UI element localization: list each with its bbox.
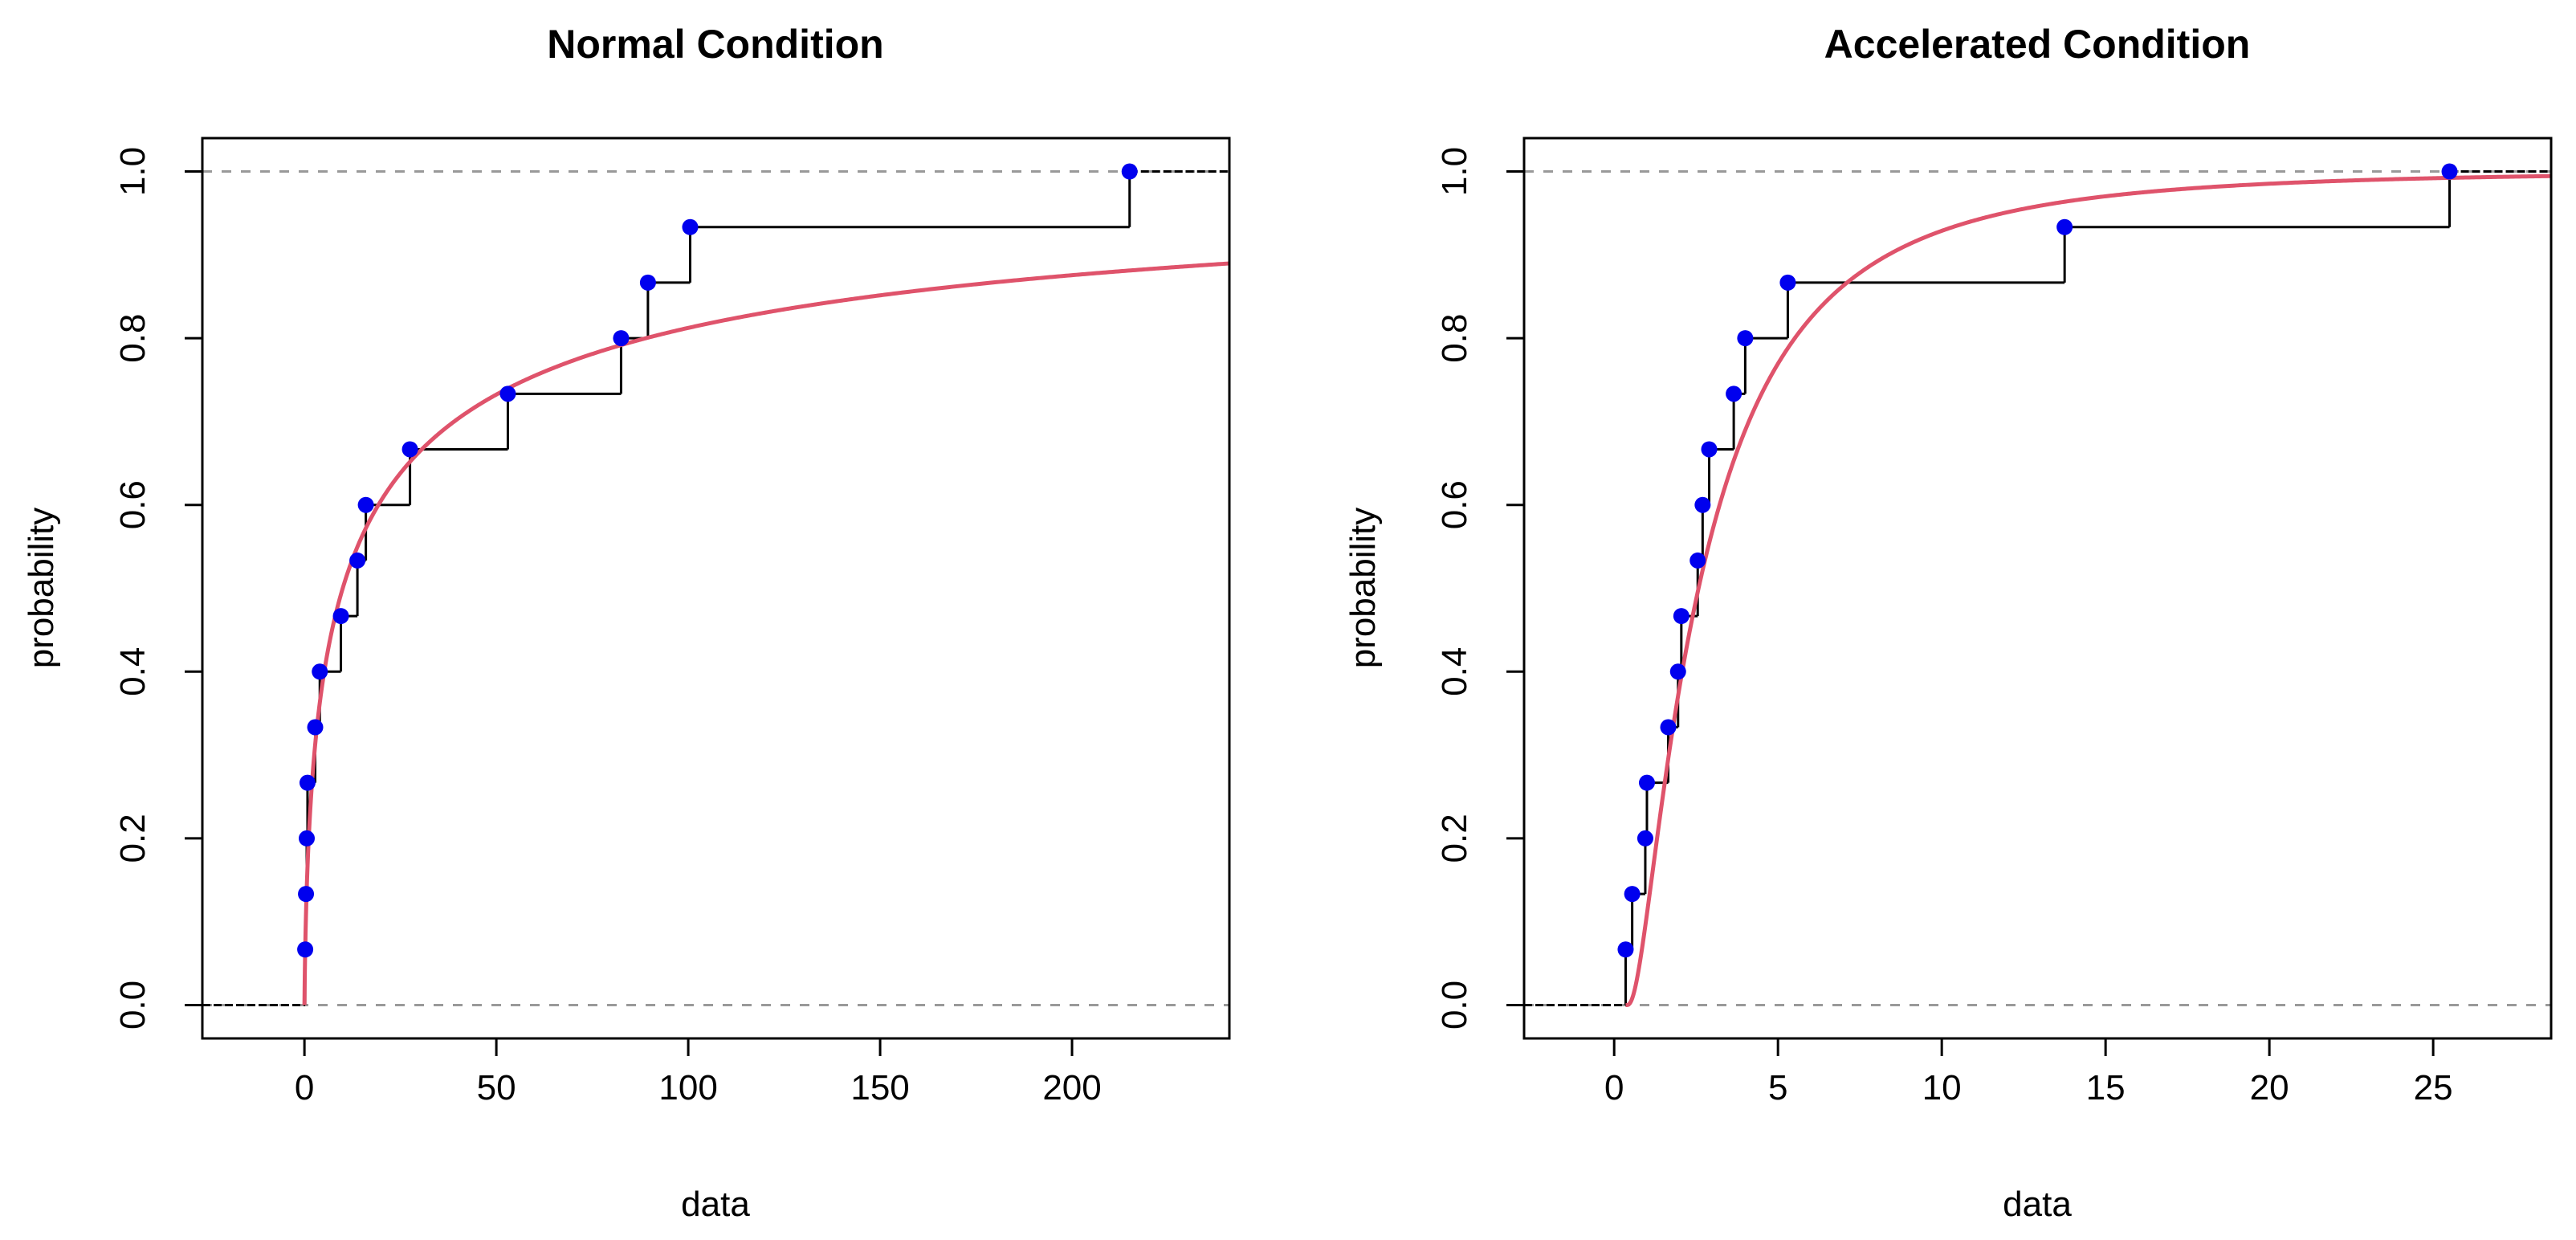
ecdf-point-normal-9 xyxy=(357,496,374,513)
x-axis-label-normal: data xyxy=(681,1185,750,1224)
ecdf-point-accelerated-1 xyxy=(1617,941,1634,958)
ecdf-point-normal-6 xyxy=(312,663,328,680)
ecdf-point-accelerated-9 xyxy=(1694,496,1711,513)
fitted-cdf-curve-normal xyxy=(302,261,1229,1005)
y-tick-label-normal-5: 1.0 xyxy=(113,147,153,196)
y-tick-label-normal-1: 0.2 xyxy=(113,814,153,863)
y-tick-label-accelerated-4: 0.8 xyxy=(1435,314,1474,363)
ecdf-point-normal-3 xyxy=(299,830,316,846)
ecdf-point-accelerated-7 xyxy=(1673,608,1689,625)
y-tick-label-accelerated-0: 0.0 xyxy=(1435,981,1474,1030)
y-axis-label-accelerated: probability xyxy=(1343,508,1383,669)
plot-frame-accelerated xyxy=(1522,137,2553,1040)
ecdf-point-normal-15 xyxy=(1121,163,1138,180)
panel-accelerated-condition: Accelerated Condition data probability 0… xyxy=(1343,22,2553,1224)
plot-area-accelerated xyxy=(1524,163,2551,1007)
ecdf-point-accelerated-5 xyxy=(1660,719,1677,736)
ecdf-point-normal-4 xyxy=(299,774,316,791)
ecdf-point-accelerated-10 xyxy=(1701,441,1718,458)
x-tick-label-accelerated-3: 15 xyxy=(2086,1068,2126,1107)
ecdf-point-normal-12 xyxy=(613,330,630,347)
y-tick-label-accelerated-2: 0.4 xyxy=(1435,647,1474,696)
ecdf-point-accelerated-2 xyxy=(1624,886,1641,903)
panel-normal-condition: Normal Condition data probability 0 50 100… xyxy=(22,22,1231,1224)
x-tick-label-normal-2: 100 xyxy=(658,1068,717,1107)
x-tick-label-accelerated-5: 25 xyxy=(2414,1068,2453,1107)
ecdf-point-accelerated-13 xyxy=(1779,274,1796,291)
x-tick-label-normal-4: 200 xyxy=(1042,1068,1101,1107)
ecdf-point-normal-7 xyxy=(332,608,349,625)
x-tick-label-accelerated-2: 10 xyxy=(1922,1068,1962,1107)
y-tick-label-accelerated-5: 1.0 xyxy=(1435,147,1474,196)
y-tick-label-normal-0: 0.0 xyxy=(113,981,153,1030)
ecdf-point-normal-1 xyxy=(297,941,314,958)
y-tick-label-accelerated-1: 0.2 xyxy=(1435,814,1474,863)
y-axis-label-normal: probability xyxy=(22,508,61,669)
x-tick-label-accelerated-0: 0 xyxy=(1604,1068,1624,1107)
fitted-cdf-curve-accelerated xyxy=(1625,173,2551,1007)
x-axis-label-accelerated: data xyxy=(2003,1185,2072,1224)
x-tick-label-normal-3: 150 xyxy=(850,1068,909,1107)
ecdf-point-normal-11 xyxy=(499,385,516,402)
ecdf-point-accelerated-8 xyxy=(1689,552,1706,569)
ecdf-point-accelerated-14 xyxy=(2056,218,2073,235)
ecdf-point-accelerated-12 xyxy=(1737,330,1754,347)
ecdf-point-accelerated-6 xyxy=(1669,663,1686,680)
ecdf-point-normal-5 xyxy=(307,719,324,736)
plot-frame-normal xyxy=(201,137,1231,1040)
ecdf-point-normal-10 xyxy=(401,441,418,458)
x-tick-label-normal-1: 50 xyxy=(477,1068,516,1107)
ecdf-point-normal-8 xyxy=(349,552,366,569)
plot-area-normal xyxy=(202,163,1229,1006)
x-tick-label-accelerated-4: 20 xyxy=(2250,1068,2289,1107)
chart-title-accelerated: Accelerated Condition xyxy=(1824,22,2251,67)
ecdf-point-normal-14 xyxy=(682,218,699,235)
x-tick-label-accelerated-1: 5 xyxy=(1768,1068,1787,1107)
ecdf-point-accelerated-4 xyxy=(1638,774,1655,791)
ecdf-point-accelerated-11 xyxy=(1726,385,1742,402)
y-tick-label-normal-4: 0.8 xyxy=(113,314,153,363)
ecdf-point-normal-2 xyxy=(298,886,315,903)
ecdf-point-accelerated-15 xyxy=(2441,163,2458,180)
chart-title-normal: Normal Condition xyxy=(547,22,883,67)
y-tick-label-accelerated-3: 0.6 xyxy=(1435,480,1474,529)
x-tick-label-normal-0: 0 xyxy=(295,1068,314,1107)
y-tick-label-normal-3: 0.6 xyxy=(113,480,153,529)
ecdf-point-accelerated-3 xyxy=(1636,830,1653,846)
y-tick-label-normal-2: 0.4 xyxy=(113,647,153,696)
ecdf-point-normal-13 xyxy=(639,274,656,291)
